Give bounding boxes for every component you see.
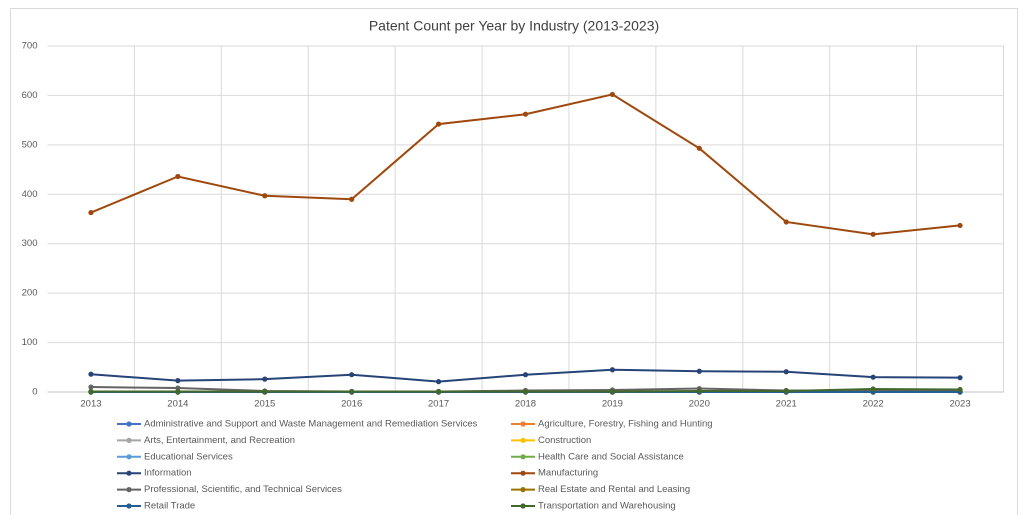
legend-label: Information [144, 468, 192, 479]
legend-marker [520, 470, 526, 476]
legend-marker [520, 421, 526, 427]
point [957, 222, 963, 229]
legend-marker [520, 437, 526, 443]
y-tick-label: 200 [22, 288, 38, 299]
point [522, 388, 529, 395]
y-tick-label: 300 [22, 238, 38, 249]
y-tick-label: 500 [22, 139, 38, 150]
legend-label: Construction [538, 435, 591, 446]
x-tick-label: 2014 [167, 399, 188, 410]
x-tick-label: 2018 [515, 399, 536, 410]
point [435, 379, 442, 385]
legend-marker [520, 454, 526, 460]
point [88, 388, 94, 395]
legend-label: Real Estate and Rental and Leasing [538, 484, 690, 495]
point [522, 372, 529, 378]
y-tick-label: 700 [22, 41, 38, 52]
point [262, 376, 268, 382]
point [957, 375, 963, 381]
point [522, 111, 529, 117]
legend-label: Educational Services [144, 451, 233, 462]
legend-label: Professional, Scientific, and Technical … [144, 484, 342, 495]
point [696, 388, 702, 394]
y-tick-label: 0 [32, 387, 37, 398]
point [88, 209, 94, 216]
legend-label: Agriculture, Forestry, Fishing and Hunti… [538, 419, 713, 430]
legend-marker [126, 503, 132, 509]
point [609, 388, 616, 395]
legend-label: Transportation and Warehousing [538, 501, 676, 512]
point [435, 388, 442, 395]
point [696, 145, 702, 151]
point [349, 388, 355, 395]
legend-marker [520, 503, 526, 509]
point [262, 388, 268, 395]
x-tick-label: 2021 [776, 399, 797, 410]
legend-label: Arts, Entertainment, and Recreation [144, 435, 295, 446]
point [870, 374, 876, 380]
point [175, 173, 181, 180]
point [609, 91, 616, 98]
point [349, 372, 355, 378]
legend-marker [126, 437, 132, 443]
legend-marker [126, 421, 132, 427]
point [435, 121, 442, 127]
point [696, 368, 702, 374]
point [262, 193, 268, 199]
point [783, 219, 789, 225]
y-tick-label: 400 [22, 189, 38, 200]
point [870, 231, 876, 237]
x-tick-label: 2016 [341, 399, 362, 410]
legend-label: Manufacturing [538, 468, 598, 479]
x-tick-label: 2019 [602, 399, 623, 410]
x-tick-label: 2017 [428, 399, 449, 410]
point [783, 388, 789, 394]
point [349, 196, 355, 202]
point [957, 386, 963, 393]
point [609, 367, 616, 373]
x-tick-label: 2013 [80, 399, 101, 410]
y-tick-label: 600 [22, 90, 38, 101]
legend-label: Health Care and Social Assistance [538, 451, 684, 462]
point [175, 378, 181, 384]
legend-label: Administrative and Support and Waste Man… [144, 419, 478, 430]
point [870, 386, 876, 392]
x-tick-label: 2023 [949, 399, 970, 410]
x-tick-label: 2022 [863, 399, 884, 410]
chart-border [10, 8, 1018, 515]
point [783, 369, 789, 375]
legend-marker [126, 454, 132, 460]
chart-title: Patent Count per Year by Industry (2013-… [369, 18, 659, 34]
y-tick-label: 100 [22, 337, 38, 348]
legend-marker [126, 487, 132, 493]
x-tick-label: 2015 [254, 399, 275, 410]
legend-marker [520, 487, 526, 493]
x-tick-label: 2020 [689, 399, 710, 410]
legend-marker [126, 470, 132, 476]
point [175, 388, 181, 395]
point [88, 371, 94, 377]
legend-label: Retail Trade [144, 501, 195, 512]
point [88, 384, 94, 390]
